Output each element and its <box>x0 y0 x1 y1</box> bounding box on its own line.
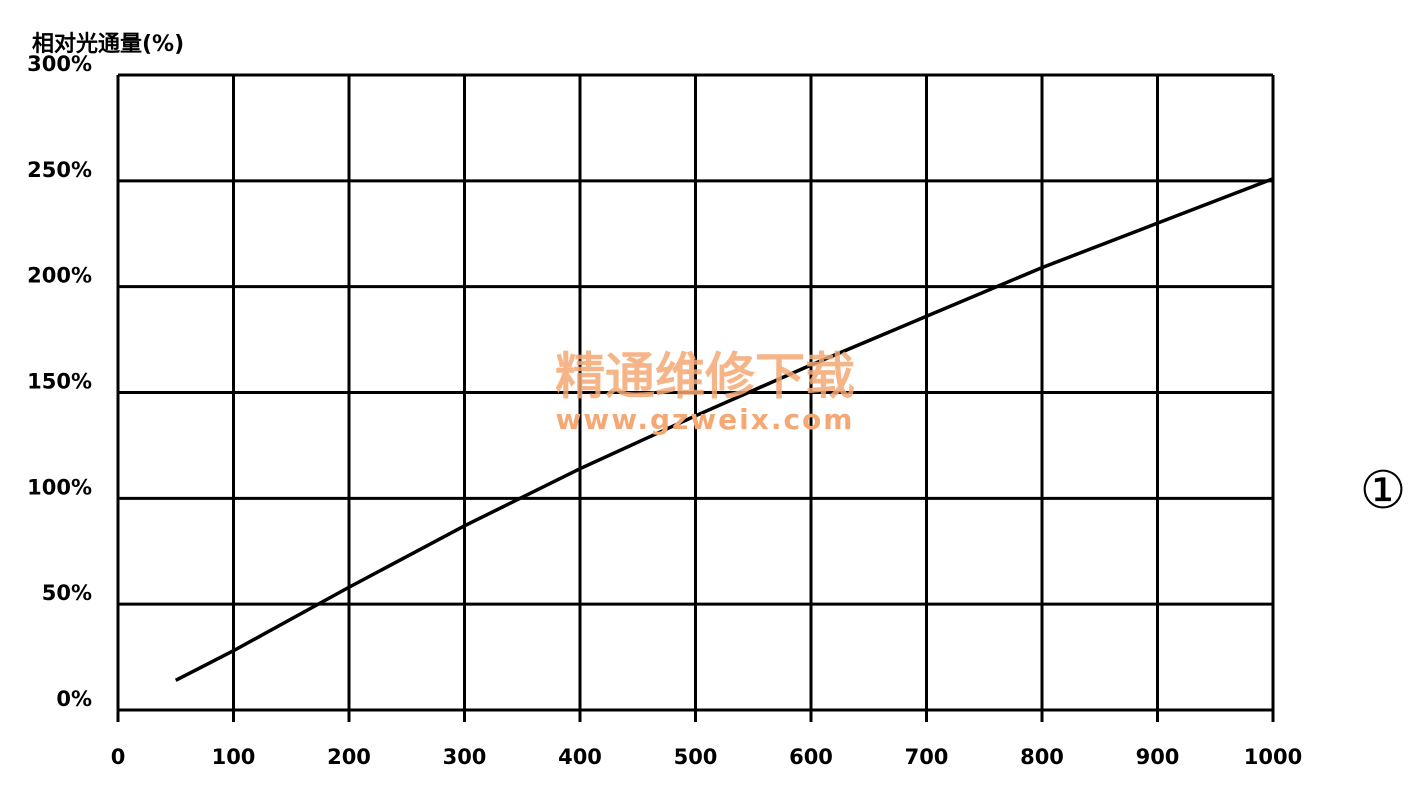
figure-number: ① <box>1360 461 1407 521</box>
x-tick-label: 200 <box>327 745 371 769</box>
x-tick-label: 500 <box>674 745 718 769</box>
y-tick-label: 0% <box>56 687 92 711</box>
y-tick-label: 250% <box>27 158 92 182</box>
watermark: 精通维修下载 <box>555 348 855 406</box>
y-tick-label: 200% <box>27 264 92 288</box>
x-tick-label: 100 <box>212 745 256 769</box>
y-tick-label: 150% <box>27 370 92 394</box>
x-tick-label: 400 <box>558 745 602 769</box>
y-tick-label: 100% <box>27 475 92 499</box>
x-tick-label: 0 <box>111 745 126 769</box>
x-tick-label: 900 <box>1136 745 1180 769</box>
watermark-url: www.gzweix.com <box>556 403 855 436</box>
y-tick-label: 50% <box>42 581 92 605</box>
y-tick-label: 300% <box>27 52 92 76</box>
x-tick-label: 300 <box>443 745 487 769</box>
x-tick-label: 800 <box>1020 745 1064 769</box>
x-tick-label: 1000 <box>1244 745 1302 769</box>
x-tick-label: 600 <box>789 745 833 769</box>
line <box>174 177 1274 682</box>
y-axis-label: 相对光通量(%) <box>32 32 184 57</box>
x-tick-label: 700 <box>905 745 949 769</box>
